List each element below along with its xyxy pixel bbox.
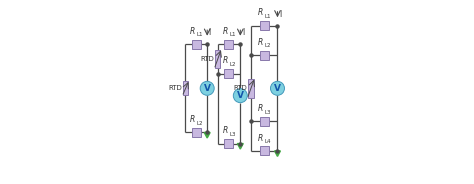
- Text: $R$: $R$: [257, 6, 264, 17]
- Polygon shape: [237, 144, 243, 149]
- Bar: [215, 50, 220, 68]
- Text: I: I: [209, 29, 211, 37]
- Text: $R$: $R$: [257, 132, 264, 143]
- Polygon shape: [274, 151, 281, 156]
- Text: V: V: [204, 84, 210, 93]
- Circle shape: [271, 81, 284, 95]
- Text: L4: L4: [265, 139, 272, 144]
- Text: RTD: RTD: [201, 56, 214, 62]
- Polygon shape: [204, 132, 210, 138]
- Text: L1: L1: [265, 14, 272, 19]
- Text: $R$: $R$: [221, 25, 228, 36]
- Bar: [260, 21, 269, 30]
- Text: RTD: RTD: [234, 85, 247, 91]
- Text: I: I: [279, 10, 281, 19]
- Circle shape: [233, 89, 247, 103]
- Bar: [248, 79, 254, 98]
- Text: L1: L1: [229, 32, 236, 37]
- Text: RTD: RTD: [168, 85, 182, 91]
- Bar: [224, 40, 233, 49]
- Text: L1: L1: [197, 32, 203, 37]
- Text: $R$: $R$: [257, 102, 264, 113]
- Bar: [192, 128, 201, 137]
- Text: L2: L2: [265, 43, 272, 48]
- Text: V: V: [237, 91, 244, 100]
- Text: $R$: $R$: [221, 124, 228, 135]
- Bar: [260, 117, 269, 126]
- Bar: [224, 139, 233, 148]
- Text: L2: L2: [197, 121, 203, 126]
- Text: L3: L3: [229, 132, 236, 137]
- Text: I: I: [242, 29, 244, 37]
- Bar: [192, 40, 201, 49]
- Text: $R$: $R$: [189, 113, 196, 124]
- Text: L2: L2: [229, 62, 236, 67]
- Text: $R$: $R$: [189, 25, 196, 36]
- Bar: [183, 81, 188, 95]
- Text: $R$: $R$: [257, 36, 264, 47]
- Text: L3: L3: [265, 110, 272, 115]
- Bar: [224, 69, 233, 78]
- Bar: [260, 146, 269, 155]
- Circle shape: [200, 81, 214, 95]
- Text: $R$: $R$: [221, 54, 228, 65]
- Text: V: V: [274, 84, 281, 93]
- Bar: [260, 51, 269, 60]
